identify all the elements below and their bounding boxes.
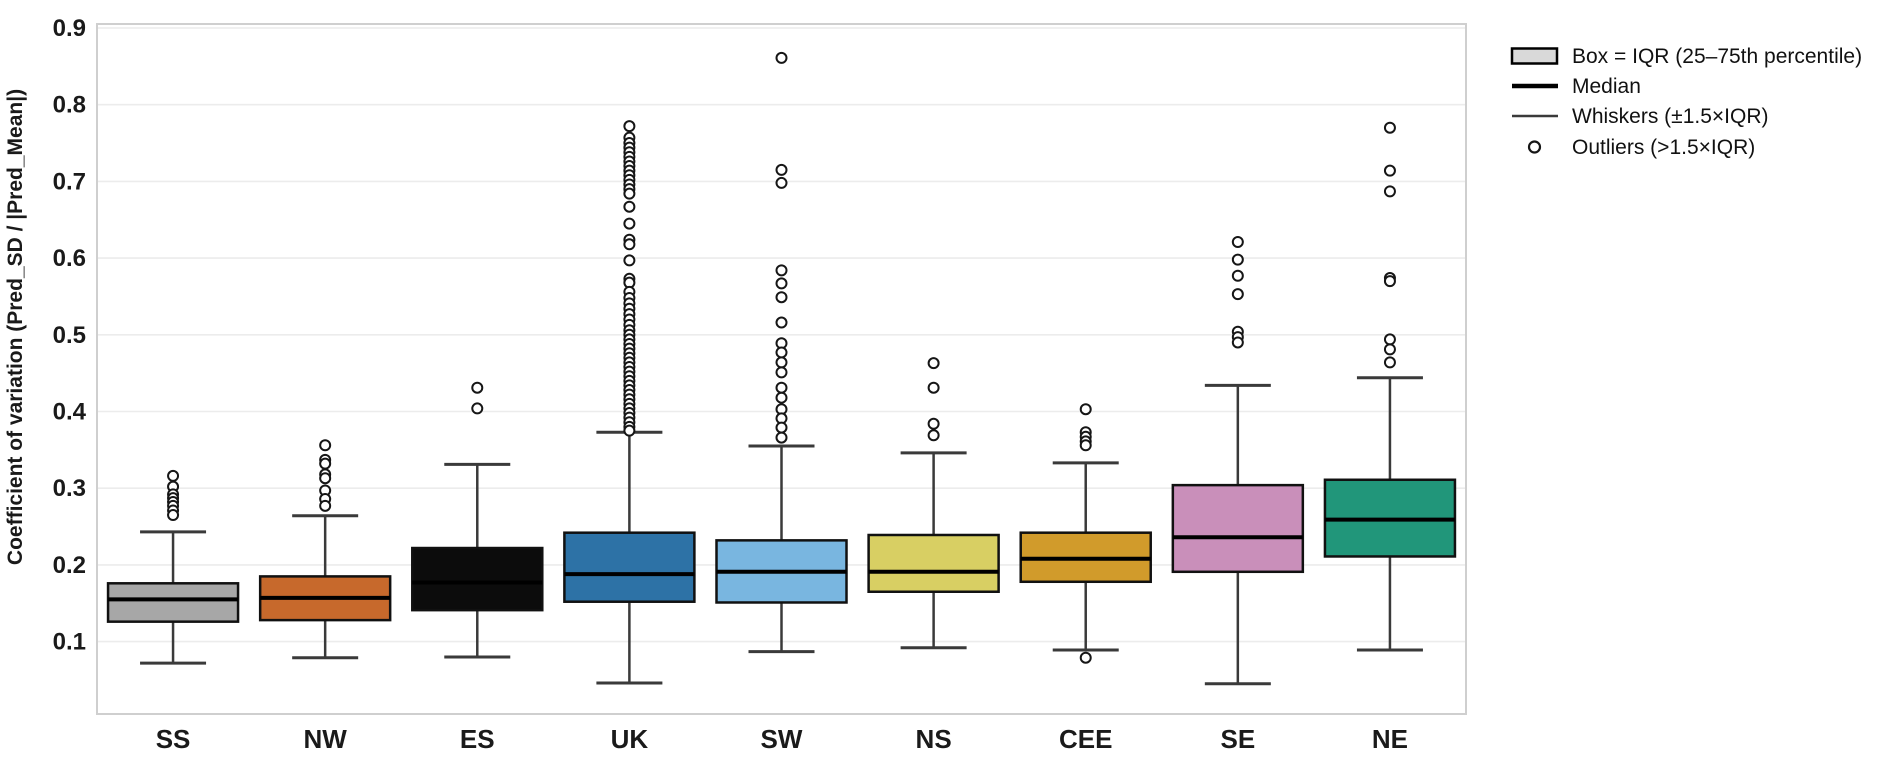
outlier-ES	[471, 402, 484, 415]
outlier-CEE	[1079, 439, 1092, 452]
iqr-box-UK	[563, 531, 696, 603]
outlier-SW	[775, 366, 788, 379]
y-tick-label: 0.8	[53, 92, 86, 119]
legend-label: Whiskers (±1.5×IQR)	[1572, 105, 1768, 128]
outlier-ES	[471, 381, 484, 394]
iqr-box-NS	[867, 533, 1000, 593]
outlier-UK	[623, 238, 636, 251]
outlier-NW	[319, 439, 332, 452]
legend: Box = IQR (25–75th percentile) Median Whis…	[1510, 45, 1862, 159]
outlier-UK	[623, 187, 636, 200]
outlier-SE	[1231, 336, 1244, 349]
outlier-UK	[623, 200, 636, 213]
outlier-CEE	[1079, 651, 1092, 664]
outlier-SE	[1231, 288, 1244, 301]
outlier-UK	[623, 254, 636, 267]
x-tick-label-SW: SW	[761, 724, 803, 754]
legend-outlier-circle-icon	[1527, 140, 1542, 154]
outlier-UK	[623, 120, 636, 133]
legend-box-swatch-icon	[1510, 47, 1559, 65]
outlier-SW	[775, 51, 788, 64]
outlier-CEE	[1079, 403, 1092, 416]
box-group-CEE	[1019, 403, 1152, 664]
outlier-UK	[623, 424, 636, 437]
box-group-SE	[1171, 235, 1305, 686]
x-tick-label-SE: SE	[1220, 724, 1255, 754]
outlier-NS	[927, 381, 940, 394]
outlier-UK	[623, 217, 636, 230]
legend-label: Median	[1572, 75, 1641, 98]
outlier-NW	[319, 472, 332, 485]
outlier-SS	[167, 469, 180, 482]
outlier-NE	[1383, 185, 1396, 198]
outlier-NE	[1383, 356, 1396, 369]
y-tick-label: 0.9	[53, 15, 86, 42]
outlier-SW	[775, 421, 788, 434]
y-tick-label: 0.1	[53, 629, 86, 656]
y-tick-label: 0.7	[53, 168, 86, 195]
outlier-NS	[927, 357, 940, 370]
outlier-SW	[775, 316, 788, 329]
box-group-UK	[563, 120, 696, 685]
y-tick-label: 0.6	[53, 245, 86, 272]
outlier-SW	[775, 356, 788, 369]
legend-label: Outliers (>1.5×IQR)	[1572, 136, 1755, 159]
outlier-NW	[319, 457, 332, 470]
outlier-SW	[775, 163, 788, 176]
y-tick-label: 0.4	[53, 399, 87, 426]
outlier-NS	[927, 429, 940, 442]
outlier-NE	[1383, 333, 1396, 346]
box-group-NW	[258, 439, 392, 660]
outlier-SE	[1231, 269, 1244, 282]
outlier-SS	[167, 509, 180, 522]
outlier-SW	[775, 264, 788, 277]
iqr-box-SE	[1171, 483, 1305, 574]
outlier-NE	[1383, 121, 1396, 134]
outlier-NE	[1383, 275, 1396, 288]
outlier-NS	[927, 417, 940, 430]
outlier-SW	[775, 291, 788, 304]
legend-label: Box = IQR (25–75th percentile)	[1572, 45, 1862, 68]
x-tick-label-NE: NE	[1372, 724, 1408, 754]
outlier-SE	[1231, 253, 1244, 266]
outlier-SW	[775, 391, 788, 404]
x-tick-label-SS: SS	[156, 724, 191, 754]
outlier-SE	[1231, 235, 1244, 248]
x-tick-label-ES: ES	[460, 724, 495, 754]
iqr-box-SS	[106, 582, 240, 623]
outlier-SW	[775, 277, 788, 290]
outlier-NE	[1383, 164, 1396, 177]
y-tick-label: 0.5	[53, 322, 86, 349]
outlier-SW	[775, 431, 788, 444]
box-group-SW	[715, 51, 848, 654]
box-group-SS	[106, 469, 240, 665]
outlier-SW	[775, 176, 788, 189]
y-tick-label: 0.3	[53, 475, 86, 502]
y-axis-title: Coefficient of variation (Pred_SD / |Pre…	[4, 89, 27, 565]
outlier-NW	[319, 499, 332, 512]
x-tick-label-CEE: CEE	[1059, 724, 1112, 754]
x-tick-label-NS: NS	[916, 724, 952, 754]
x-tick-label-NW: NW	[304, 724, 348, 754]
y-tick-label: 0.2	[53, 552, 86, 579]
outlier-SW	[775, 346, 788, 359]
box-group-NS	[867, 357, 1000, 650]
outlier-NE	[1383, 343, 1396, 356]
box-group-ES	[411, 381, 544, 659]
iqr-box-ES	[411, 546, 544, 612]
box-group-NE	[1323, 121, 1457, 652]
x-tick-label-UK: UK	[611, 724, 649, 754]
outlier-SW	[775, 381, 788, 394]
